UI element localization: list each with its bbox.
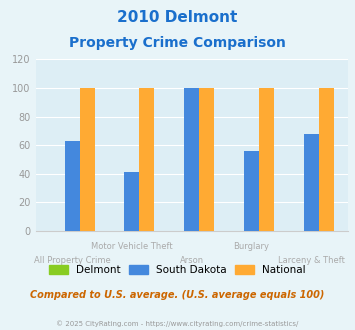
Bar [65,141,80,231]
Text: Arson: Arson [180,256,204,265]
Bar [244,151,259,231]
Text: Property Crime Comparison: Property Crime Comparison [69,36,286,50]
Bar [140,88,154,231]
Bar [319,88,334,231]
Bar [259,88,274,231]
Text: All Property Crime: All Property Crime [34,256,110,265]
Bar [125,172,140,231]
Text: Larceny & Theft: Larceny & Theft [278,256,345,265]
Text: Compared to U.S. average. (U.S. average equals 100): Compared to U.S. average. (U.S. average … [30,290,325,300]
Bar [199,88,214,231]
Text: © 2025 CityRating.com - https://www.cityrating.com/crime-statistics/: © 2025 CityRating.com - https://www.city… [56,320,299,327]
Bar [304,134,319,231]
Text: Burglary: Burglary [234,242,269,251]
Text: 2010 Delmont: 2010 Delmont [117,10,238,25]
Text: Motor Vehicle Theft: Motor Vehicle Theft [91,242,173,251]
Bar [80,88,94,231]
Legend: Delmont, South Dakota, National: Delmont, South Dakota, National [45,261,310,280]
Bar [184,88,199,231]
